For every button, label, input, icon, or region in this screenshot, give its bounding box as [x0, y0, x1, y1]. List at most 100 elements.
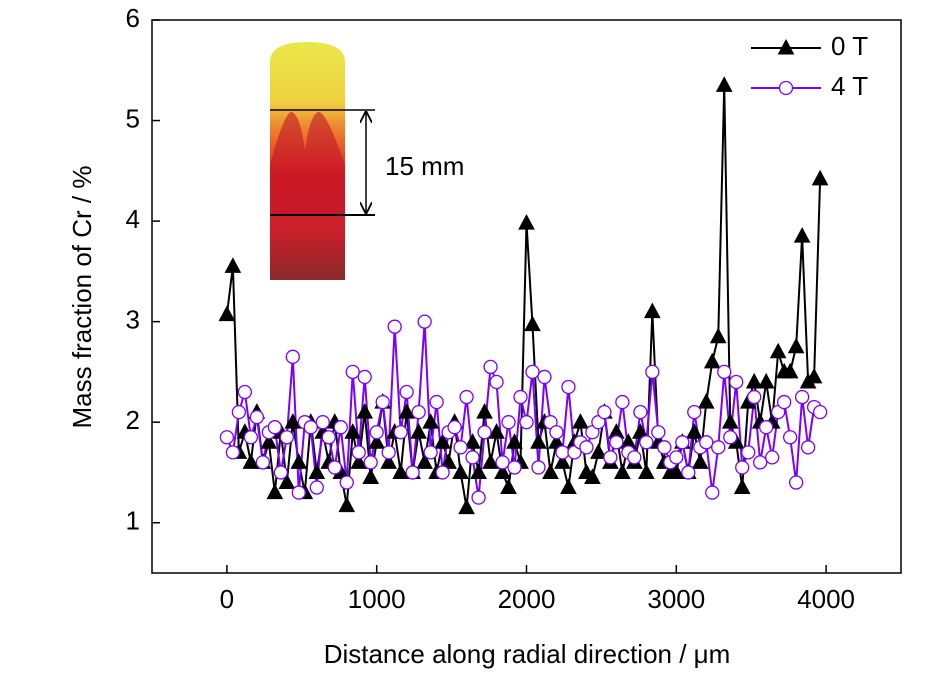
x-tick-label: 2000	[498, 584, 556, 614]
data-point	[769, 342, 787, 359]
data-point	[495, 455, 510, 470]
data-point	[651, 425, 666, 440]
data-point	[369, 425, 384, 440]
data-point	[417, 314, 432, 329]
data-point	[765, 450, 780, 465]
data-point	[675, 435, 690, 450]
data-point	[615, 394, 630, 410]
data-point	[632, 423, 649, 439]
data-point	[219, 430, 235, 445]
data-point	[434, 433, 451, 449]
series-line	[225, 85, 822, 508]
data-point	[465, 450, 480, 465]
data-point	[513, 389, 528, 405]
data-point	[224, 257, 242, 273]
data-point	[440, 453, 457, 469]
data-point	[482, 453, 499, 469]
data-point	[555, 445, 570, 460]
data-point	[685, 423, 703, 439]
plot-frame	[151, 19, 902, 574]
data-point	[753, 455, 768, 470]
data-point	[530, 433, 547, 449]
data-point	[351, 445, 366, 460]
y-axis-label: Mass fraction of Cr / %	[67, 166, 97, 429]
data-point	[614, 463, 631, 479]
data-point	[315, 415, 330, 430]
data-point	[285, 349, 300, 364]
data-point	[518, 214, 535, 230]
data-point	[805, 367, 823, 384]
data-point	[380, 453, 398, 469]
data-point	[290, 453, 308, 469]
data-point	[357, 369, 372, 385]
annotation: 15 mm	[385, 151, 464, 181]
data-point	[327, 460, 342, 475]
data-point	[800, 440, 816, 455]
y-tick-label: 3	[126, 305, 140, 335]
data-point	[633, 404, 648, 420]
data-point	[507, 460, 522, 475]
data-point	[777, 394, 792, 410]
data-point	[405, 465, 420, 480]
y-tick-label: 5	[126, 103, 140, 133]
data-point	[309, 480, 324, 495]
data-point	[273, 465, 288, 480]
y-tick-label: 2	[126, 405, 140, 435]
data-point	[477, 425, 492, 440]
data-point	[681, 465, 696, 480]
data-point	[759, 420, 774, 435]
data-point	[537, 369, 552, 385]
data-point	[381, 445, 396, 460]
data-point	[531, 460, 546, 475]
data-point	[422, 413, 439, 429]
data-point	[560, 478, 577, 495]
data-point	[231, 404, 247, 420]
data-point	[392, 463, 410, 479]
data-point	[699, 435, 714, 450]
data-point	[757, 372, 775, 389]
data-point	[489, 374, 504, 390]
data-point	[494, 463, 511, 479]
y-tick-label: 1	[126, 506, 140, 536]
y-tick-label: 4	[126, 204, 140, 234]
data-point	[703, 352, 721, 369]
data-point	[255, 455, 271, 470]
data-point	[483, 359, 498, 375]
data-point	[524, 315, 541, 332]
data-point	[735, 460, 750, 475]
data-point	[609, 435, 624, 450]
data-point	[697, 393, 715, 409]
x-tick-label: 3000	[647, 584, 705, 614]
data-point	[429, 394, 444, 410]
x-axis-label: Distance along radial direction / μm	[324, 639, 731, 669]
data-point	[464, 433, 481, 449]
data-point	[333, 420, 348, 435]
data-point	[561, 379, 576, 395]
data-point	[279, 430, 294, 445]
data-point	[266, 483, 284, 500]
x-tick-label: 4000	[797, 584, 855, 614]
data-point	[416, 453, 433, 469]
data-point	[476, 403, 493, 419]
data-point	[284, 413, 302, 429]
data-point	[387, 319, 402, 334]
data-point	[237, 384, 253, 400]
data-point	[723, 430, 738, 445]
data-point	[584, 468, 601, 484]
data-point	[721, 413, 739, 429]
data-point	[812, 404, 828, 420]
inset	[270, 42, 375, 280]
legend-marker	[778, 80, 794, 96]
data-point	[242, 453, 260, 469]
data-point	[363, 455, 378, 470]
data-point	[627, 450, 642, 465]
data-point	[506, 433, 523, 449]
data-point	[393, 425, 408, 440]
data-point	[643, 302, 661, 319]
data-point	[729, 374, 744, 390]
data-point	[458, 498, 475, 515]
data-point	[399, 384, 414, 400]
data-point	[362, 468, 380, 484]
x-tick-label: 0	[220, 584, 234, 614]
data-point	[218, 305, 236, 322]
